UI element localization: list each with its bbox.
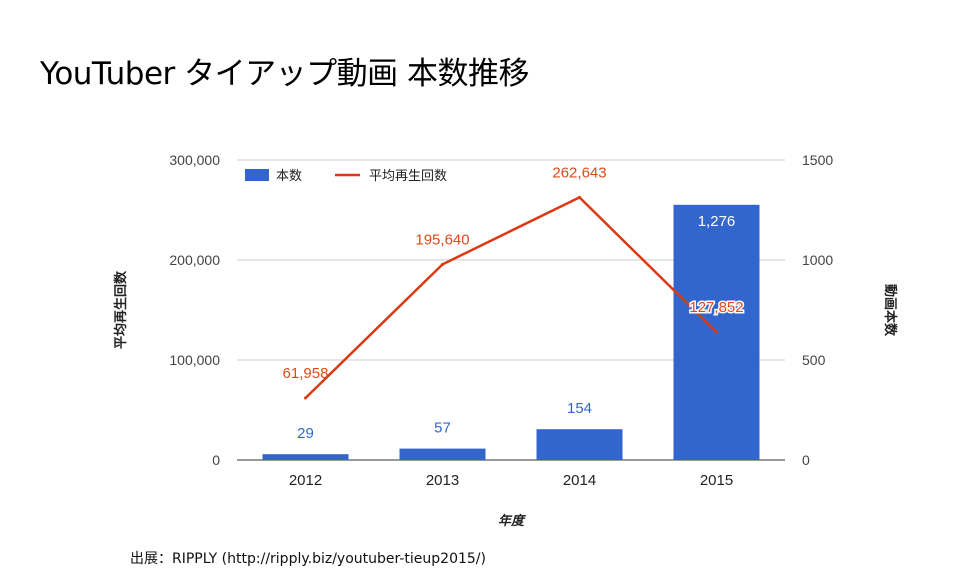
category-label: 2015 <box>700 472 733 489</box>
line-point <box>304 396 307 400</box>
category-label: 2012 <box>289 472 322 489</box>
line-data-label: 127,852 <box>689 299 743 316</box>
left-tick-label: 300,000 <box>169 152 220 168</box>
bar <box>536 429 623 460</box>
right-tick-label: 500 <box>802 352 826 368</box>
right-tick-label: 1500 <box>802 152 833 168</box>
bar-data-label: 1,276 <box>698 213 736 230</box>
left-tick-label: 0 <box>212 452 220 468</box>
legend[interactable]: 本数 平均再生回数 <box>245 169 447 184</box>
bar-data-label: 154 <box>567 400 592 417</box>
legend-line-label: 平均再生回数 <box>369 169 447 184</box>
bar-data-label: 29 <box>297 425 314 442</box>
line-data-label: 195,640 <box>415 231 469 248</box>
bar-data-label: 57 <box>434 420 451 437</box>
left-axis-title: 平均再生回数 <box>113 270 129 349</box>
left-tick-label: 100,000 <box>169 352 220 368</box>
line-data-label: 262,643 <box>552 164 606 181</box>
legend-bar-swatch <box>245 169 269 181</box>
right-tick-label: 1000 <box>802 252 833 268</box>
category-label: 2014 <box>563 472 596 489</box>
left-tick-label: 200,000 <box>169 252 220 268</box>
bar-series: 29 57 154 1,276 <box>262 204 760 460</box>
line-series: 61,958 195,640 262,643 127,852 <box>283 164 745 400</box>
x-axis-title: 年度 <box>498 513 527 529</box>
right-tick-label: 0 <box>802 452 810 468</box>
bar <box>262 454 349 460</box>
line-data-label: 61,958 <box>283 365 329 382</box>
line-point <box>715 330 718 334</box>
category-label: 2013 <box>426 472 459 489</box>
legend-bar-label: 本数 <box>276 169 302 184</box>
line-path <box>304 196 718 399</box>
right-axis-title: 動画本数 <box>882 284 898 337</box>
bar <box>399 448 486 460</box>
line-point <box>441 262 444 266</box>
line-point <box>578 195 581 199</box>
axes: 0 100,000 200,000 300,000 0 500 1000 1500 2012 20… <box>169 152 833 489</box>
source-note: 出展：RIPPLY (http://ripply.biz/youtuber-ti… <box>130 551 486 567</box>
page-title: YouTuber タイアップ動画 本数推移 <box>40 56 530 92</box>
